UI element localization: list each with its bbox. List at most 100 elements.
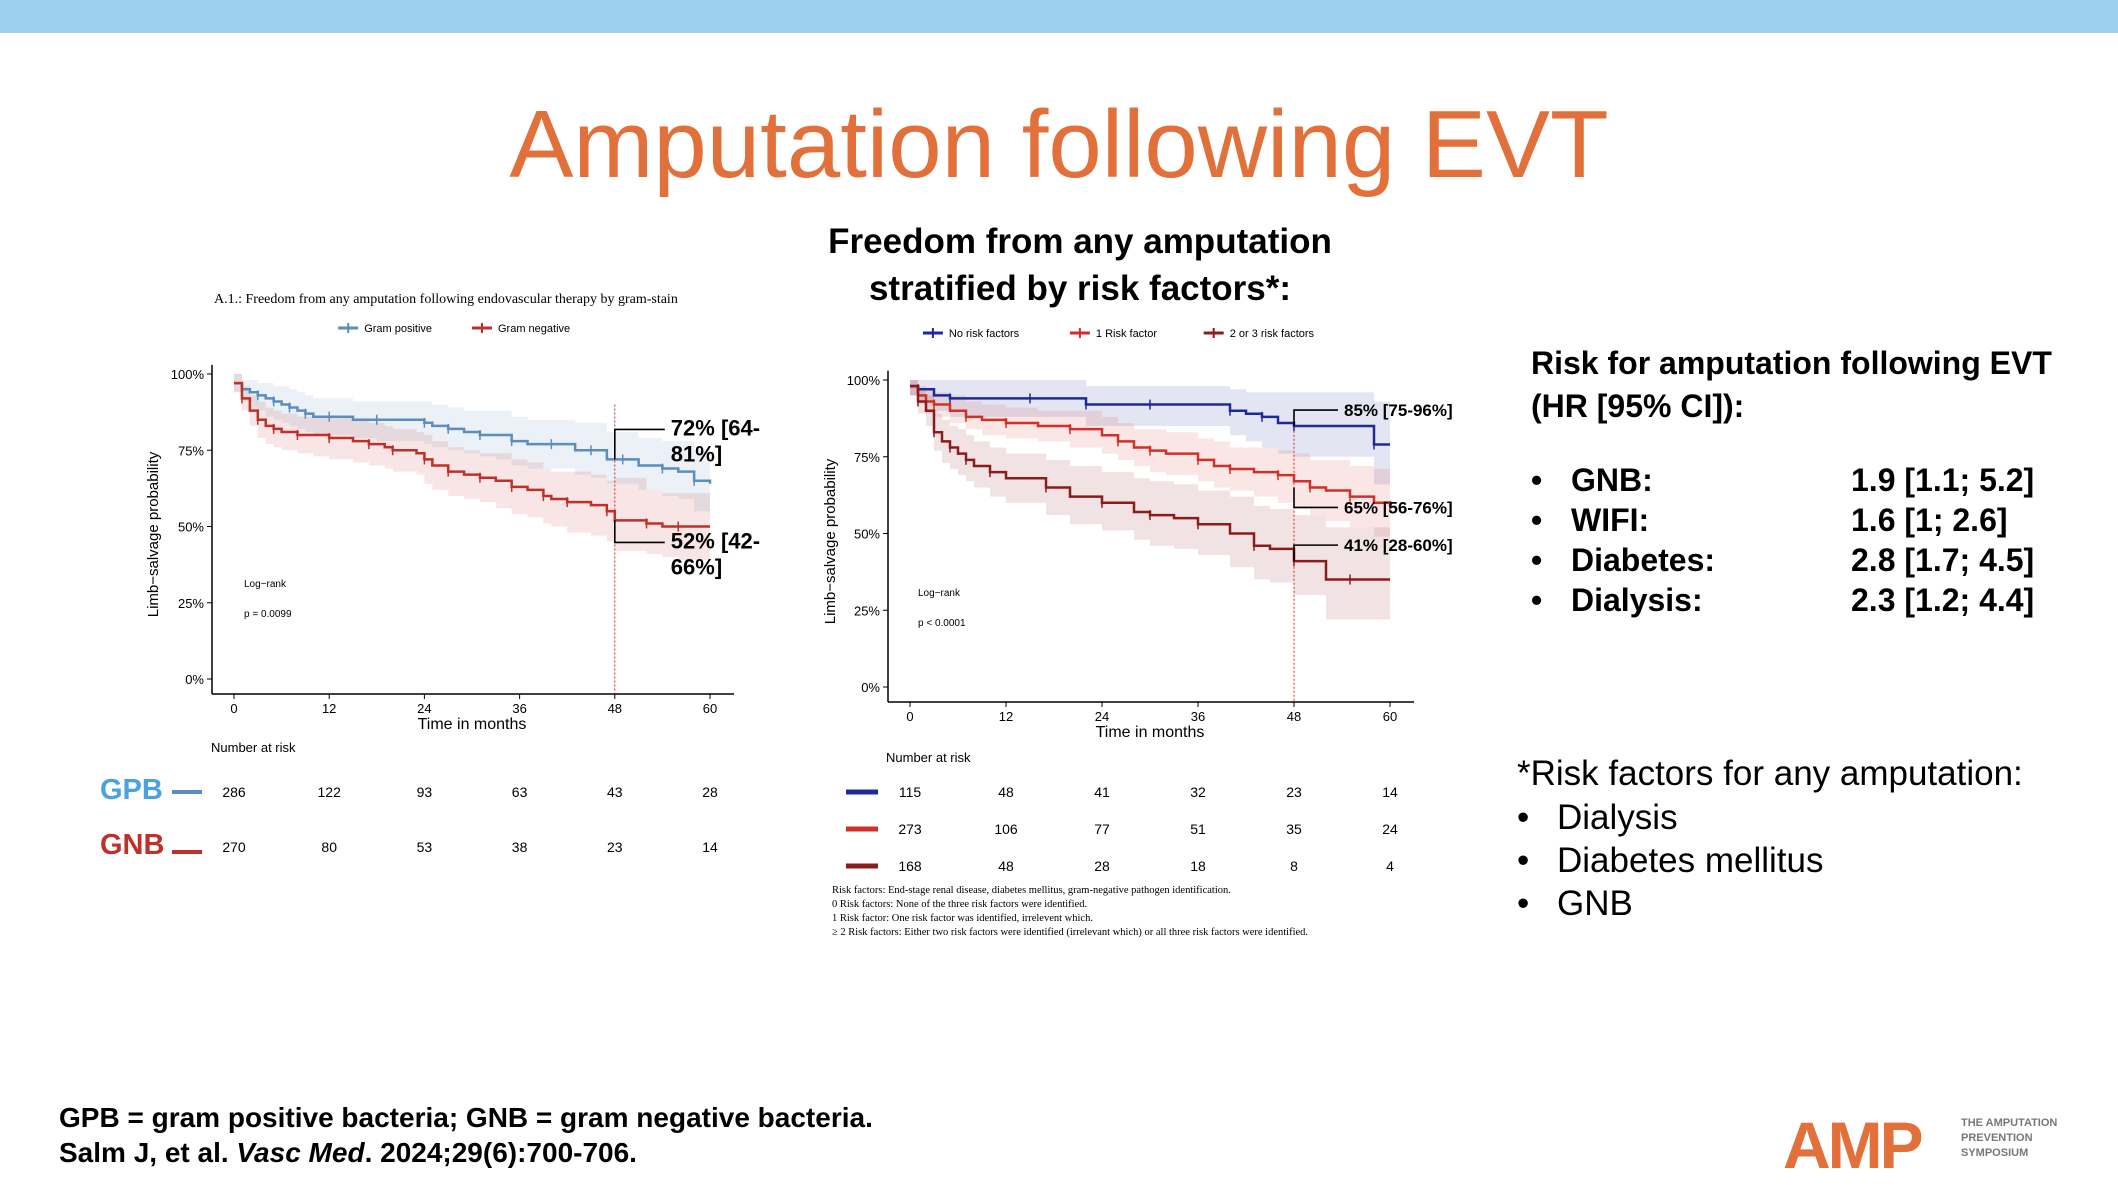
risk-table-cell: 93	[417, 784, 433, 800]
y-tick-label: 50%	[178, 520, 204, 535]
y-tick-label: 0%	[185, 672, 204, 687]
annotation-label: 72% [64-	[671, 415, 760, 440]
logrank-label: Log−rank	[244, 579, 287, 590]
annotation-label: 65% [56-76%]	[1344, 498, 1453, 517]
risk-factors-list: • Dialysis • Diabetes mellitus • GNB	[1517, 796, 1824, 925]
hr-value: 1.6 [1; 2.6]	[1851, 501, 2008, 538]
annotation-label: 41% [28-60%]	[1344, 536, 1453, 555]
annotation-leader	[1293, 544, 1338, 562]
y-tick-label: 100%	[171, 367, 205, 382]
bullet-icon: •	[1531, 581, 1543, 618]
footer: GPB = gram positive bacteria; GNB = gram…	[59, 1100, 873, 1170]
citation-journal: Vasc Med	[236, 1137, 365, 1168]
footnote-line: Risk factors: End-stage renal disease, d…	[832, 885, 1231, 896]
legend-label: 2 or 3 risk factors	[1230, 328, 1315, 340]
logo-tagline: THE AMPUTATION PREVENTION SYMPOSIUM	[1961, 1116, 2101, 1161]
citation-details: . 2024;29(6):700-706.	[364, 1137, 637, 1168]
footer-line-2: Salm J, et al. Vasc Med. 2024;29(6):700-…	[59, 1135, 873, 1170]
x-tick-label: 60	[1383, 709, 1397, 724]
risk-factor-label: Dialysis	[1557, 797, 1678, 837]
hr-title: Risk for amputation following EVT (HR [9…	[1531, 342, 2091, 428]
bullet-icon: •	[1531, 541, 1543, 578]
x-tick-label: 36	[512, 701, 526, 716]
annotation-leader	[1293, 487, 1338, 509]
annotation-label: 52% [42-	[671, 528, 760, 553]
risk-table-cell: 80	[321, 839, 337, 855]
logo-tagline-line: PREVENTION	[1961, 1131, 2033, 1144]
y-tick-label: 25%	[854, 603, 880, 618]
bullet-icon: •	[1517, 840, 1530, 880]
annotation-label: 85% [75-96%]	[1344, 401, 1453, 420]
hr-title-line-1: Risk for amputation following EVT	[1531, 345, 2052, 381]
ci-band	[910, 380, 1390, 620]
x-axis-label: Time in months	[418, 716, 527, 733]
bullet-icon: •	[1531, 461, 1543, 498]
logrank-p: p < 0.0001	[918, 618, 966, 629]
risk-row-label: GPB	[100, 774, 163, 806]
risk-table-cell: 63	[512, 784, 528, 800]
footnote-line: ≥ 2 Risk factors: Either two risk factor…	[832, 927, 1308, 938]
hr-item: • Dialysis: 2.3 [1.2; 4.4]	[1531, 580, 2091, 620]
risk-table-cell: 115	[899, 784, 922, 800]
hr-label: WIFI:	[1571, 501, 1650, 538]
footnote-line: 1 Risk factor: One risk factor was ident…	[832, 913, 1093, 924]
y-axis-label: Limb−salvage probability	[145, 451, 162, 617]
bullet-icon: •	[1531, 501, 1543, 538]
logrank-label: Log−rank	[918, 588, 961, 599]
x-tick-label: 12	[322, 701, 336, 716]
risk-factors-title: *Risk factors for any amputation:	[1517, 754, 2023, 793]
hr-item: • WIFI: 1.6 [1; 2.6]	[1531, 500, 2091, 540]
subtitle-line-2: stratified by risk factors*:	[868, 269, 1292, 309]
risk-row-label: GNB	[100, 829, 164, 861]
risk-table-cell: 53	[417, 839, 433, 855]
risk-table-cell: 35	[1286, 821, 1302, 837]
legend-label: Gram positive	[364, 323, 432, 335]
logo-text: AMP	[1783, 1108, 1924, 1182]
risk-table-cell: 77	[1094, 821, 1110, 837]
risk-table-cell: 106	[994, 821, 1018, 837]
y-tick-label: 25%	[178, 596, 204, 611]
risk-table-cell: 48	[998, 784, 1014, 800]
legend-label: 1 Risk factor	[1096, 328, 1157, 340]
risk-table-cell: 286	[222, 784, 246, 800]
x-axis-label: Time in months	[1096, 724, 1205, 741]
hr-value: 2.8 [1.7; 4.5]	[1851, 541, 2035, 578]
risk-factor-label: Diabetes mellitus	[1557, 840, 1824, 880]
logrank-p: p = 0.0099	[244, 609, 292, 620]
risk-table-cell: 273	[898, 821, 922, 837]
risk-table-cell: 43	[607, 784, 623, 800]
annotation-leader	[1293, 409, 1338, 427]
legend-label: Gram negative	[498, 323, 570, 335]
hr-list: • GNB: 1.9 [1.1; 5.2] • WIFI: 1.6 [1; 2.6] • Di…	[1531, 460, 2091, 620]
x-tick-label: 36	[1191, 709, 1205, 724]
risk-table-cell: 51	[1190, 821, 1206, 837]
risk-table-cell: 38	[512, 839, 528, 855]
risk-table-title: Number at risk	[211, 740, 296, 755]
amp-logo: AMP THE AMPUTATION PREVENTION SYMPOSIUM	[1783, 1108, 2057, 1182]
risk-factor-item: • Diabetes mellitus	[1517, 839, 1824, 882]
risk-table-cell: 41	[1094, 784, 1110, 800]
risk-table-cell: 24	[1382, 821, 1398, 837]
x-tick-label: 0	[230, 701, 237, 716]
annotation-label: 66%]	[671, 554, 722, 579]
risk-table-cell: 23	[1286, 784, 1302, 800]
risk-table-cell: 28	[1094, 858, 1110, 874]
x-tick-label: 24	[417, 701, 431, 716]
hr-label: GNB:	[1571, 461, 1653, 498]
risk-table-cell: 122	[318, 784, 342, 800]
footer-line-1: GPB = gram positive bacteria; GNB = gram…	[59, 1102, 873, 1133]
ci-band	[910, 380, 1390, 540]
ci-band	[234, 374, 710, 515]
risk-table-cell: 28	[702, 784, 718, 800]
x-tick-label: 48	[1287, 709, 1301, 724]
hr-item: • Diabetes: 2.8 [1.7; 4.5]	[1531, 540, 2091, 580]
chart-subtitle: Freedom from any amputation stratified b…	[770, 218, 1390, 313]
risk-table-title: Number at risk	[886, 750, 971, 765]
ci-band	[910, 380, 1390, 485]
risk-factor-item: • Dialysis	[1517, 796, 1824, 839]
chart-title: A.1.: Freedom from any amputation follow…	[214, 292, 678, 307]
annotation-label: 81%]	[671, 441, 722, 466]
survival-curve	[910, 384, 1390, 581]
citation-authors: Salm J, et al.	[59, 1137, 237, 1168]
hr-item: • GNB: 1.9 [1.1; 5.2]	[1531, 460, 2091, 500]
